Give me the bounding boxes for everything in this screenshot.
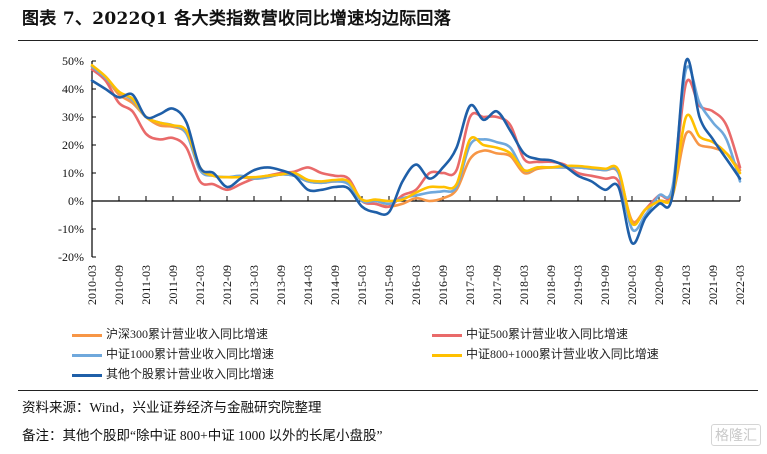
remark-note: 备注：其他个股即“除中证 800+中证 1000 以外的长尾小盘股” [22, 428, 383, 443]
x-tick-label: 2014-03 [301, 265, 315, 305]
x-tick-label: 2015-09 [382, 265, 396, 305]
x-tick-label: 2020-09 [652, 265, 666, 305]
y-tick-label: -10% [58, 222, 84, 236]
legend-label-csi1000: 中证1000累计营业收入同比增速 [106, 347, 275, 361]
legend-item-csi800-1000: 中证800+1000累计营业收入同比增速 [432, 345, 659, 362]
legend-swatch-hs300 [72, 333, 102, 337]
x-tick-label: 2022-03 [733, 265, 747, 305]
series-line-hs300 [90, 65, 742, 224]
y-tick-label: 20% [62, 138, 84, 152]
x-axis: 2010-03 2010-09 2011-03 2011-09 2012-03 2012-… [85, 196, 747, 305]
y-tick-label: 30% [62, 110, 84, 124]
chart-title: 图表 7、2022Q1 各大类指数营收同比增速均边际回落 [22, 9, 452, 29]
x-tick-label: 2015-03 [355, 265, 369, 305]
x-tick-label: 2020-03 [625, 265, 639, 305]
legend-item-csi500: 中证500累计营业收入同比增速 [432, 325, 628, 342]
x-tick-label: 2018-09 [544, 265, 558, 305]
y-tick-label: 40% [62, 82, 84, 96]
legend-item-csi1000: 中证1000累计营业收入同比增速 [72, 345, 274, 362]
x-tick-label: 2017-03 [463, 265, 477, 305]
y-tick-label: 0% [68, 194, 84, 208]
series-line-csi1000 [90, 65, 742, 232]
x-tick-label: 2012-03 [193, 265, 207, 305]
legend-label-csi500: 中证500累计营业收入同比增速 [466, 327, 629, 341]
x-tick-label: 2013-09 [274, 265, 288, 305]
watermark-logo: 格隆汇 [711, 424, 761, 446]
x-tick-label: 2016-09 [436, 265, 450, 305]
legend-swatch-csi500 [432, 333, 462, 337]
x-tick-label: 2017-09 [490, 265, 504, 305]
legend-swatch-others [72, 373, 102, 377]
y-tick-label: -20% [58, 250, 84, 264]
y-tick-label: 50% [62, 54, 84, 68]
x-tick-label: 2011-09 [166, 265, 180, 305]
x-tick-label: 2014-09 [328, 265, 342, 305]
y-axis: 50% 40% 30% 20% 10% 0% -10% -20% [58, 54, 96, 264]
x-tick-label: 2013-03 [247, 265, 261, 305]
x-tick-label: 2016-03 [409, 265, 423, 305]
source-note: 资料来源：Wind，兴业证券经济与金融研究院整理 [22, 400, 322, 415]
legend-item-hs300: 沪深300累计营业收入同比增速 [72, 325, 268, 342]
line-chart: 50% 40% 30% 20% 10% 0% -10% -20% 2010-03 2010-09… [58, 54, 747, 305]
legend-label-others: 其他个股累计营业收入同比增速 [106, 367, 275, 381]
series-line-others [90, 57, 742, 245]
x-tick-label: 2021-09 [706, 265, 720, 305]
legend-swatch-csi800-1000 [432, 353, 462, 357]
x-tick-label: 2019-09 [598, 265, 612, 305]
x-tick-label: 2019-03 [571, 265, 585, 305]
legend-swatch-csi1000 [72, 353, 102, 357]
series-lines [90, 57, 742, 245]
x-tick-label: 2018-03 [517, 265, 531, 305]
legend-label-hs300: 沪深300累计营业收入同比增速 [106, 327, 269, 341]
y-tick-label: 10% [62, 166, 84, 180]
x-tick-label: 2010-09 [112, 265, 126, 305]
x-tick-label: 2010-03 [85, 265, 99, 305]
footer-divider [18, 390, 758, 391]
title-divider [18, 40, 758, 41]
x-tick-label: 2012-09 [220, 265, 234, 305]
legend-item-others: 其他个股累计营业收入同比增速 [72, 365, 274, 382]
x-tick-label: 2011-03 [139, 265, 153, 305]
x-tick-label: 2021-03 [679, 265, 693, 305]
legend-label-csi800-1000: 中证800+1000累计营业收入同比增速 [466, 347, 659, 361]
